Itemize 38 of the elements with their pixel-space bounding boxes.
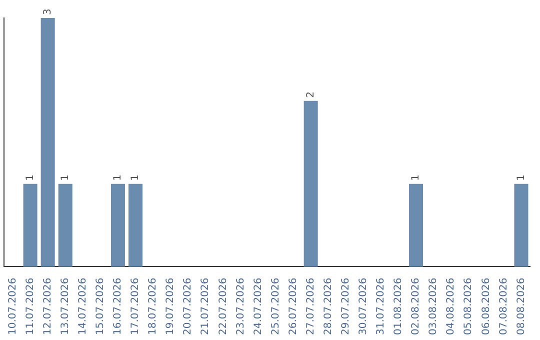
x-tick-label: 01.08.2026 bbox=[393, 278, 404, 336]
x-tick-label: 15.07.2026 bbox=[95, 278, 106, 336]
x-tick-label: 26.07.2026 bbox=[288, 278, 299, 336]
x-tick-label: 04.08.2026 bbox=[446, 278, 457, 336]
data-label: 3 bbox=[42, 8, 54, 15]
x-tick-label: 11.07.2026 bbox=[24, 278, 36, 336]
x-tick-label: 20.07.2026 bbox=[182, 278, 194, 336]
x-tick-label: 21.07.2026 bbox=[200, 278, 212, 336]
x-tick-label: 28.07.2026 bbox=[322, 278, 334, 336]
x-tick-label: 17.07.2026 bbox=[130, 278, 142, 336]
x-tick-label: 12.07.2026 bbox=[42, 278, 54, 336]
data-label: 1 bbox=[516, 174, 527, 181]
x-tick-label: 06.08.2026 bbox=[480, 278, 492, 336]
x-tick-label: 25.07.2026 bbox=[270, 278, 282, 336]
x-tick-label: 24.07.2026 bbox=[252, 278, 264, 336]
x-tick-label: 13.07.2026 bbox=[60, 278, 71, 336]
data-label: 1 bbox=[410, 174, 422, 181]
x-tick-label: 18.07.2026 bbox=[148, 278, 159, 336]
x-tick-label: 27.07.2026 bbox=[305, 278, 316, 336]
data-label: 1 bbox=[60, 174, 71, 181]
x-tick-label: 10.07.2026 bbox=[7, 278, 18, 336]
data-label: 2 bbox=[305, 92, 316, 98]
x-tick-label: 14.07.2026 bbox=[77, 278, 88, 336]
x-tick-label: 23.07.2026 bbox=[235, 278, 246, 336]
x-tick-label: 16.07.2026 bbox=[112, 278, 124, 336]
x-tick-label: 31.07.2026 bbox=[376, 278, 387, 336]
x-tick-label: 03.08.2026 bbox=[428, 278, 440, 336]
x-tick-label: 30.07.2026 bbox=[358, 278, 370, 336]
data-label: 1 bbox=[24, 174, 36, 181]
data-label: 1 bbox=[130, 174, 142, 181]
x-tick-label: 29.07.2026 bbox=[340, 278, 352, 336]
data-label: 1 bbox=[112, 174, 124, 181]
x-tick-label: 05.08.2026 bbox=[463, 278, 474, 336]
x-tick-label: 07.08.2026 bbox=[498, 278, 510, 336]
x-tick-label: 22.07.2026 bbox=[218, 278, 229, 336]
x-tick-label: 08.08.2026 bbox=[516, 278, 527, 336]
x-tick-label: 02.08.2026 bbox=[410, 278, 422, 336]
x-tick-label: 19.07.2026 bbox=[165, 278, 176, 336]
